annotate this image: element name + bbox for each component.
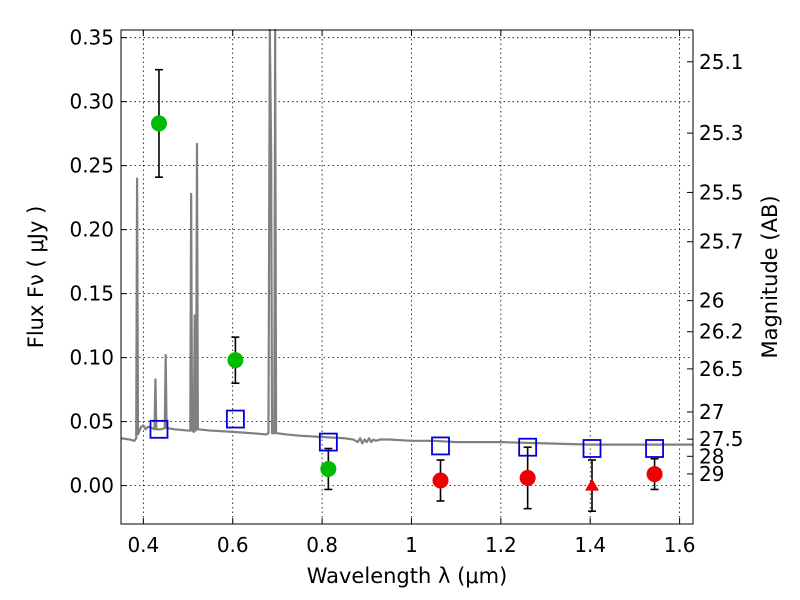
model-photometry-point	[645, 439, 664, 458]
detections-green-point	[320, 460, 337, 477]
detections-red-point	[432, 472, 449, 489]
y2-tick-label: 27	[699, 400, 724, 424]
x-tick-label: 0.6	[217, 533, 249, 557]
y-tick-label: 0.25	[69, 154, 114, 178]
x-tick-label: 0.8	[306, 533, 338, 557]
model-photometry-point	[225, 409, 245, 429]
model-photometry-point	[518, 437, 538, 457]
x-tick-label: 1.2	[485, 533, 517, 557]
grid	[121, 30, 693, 524]
y2-tick-label: 26.2	[699, 320, 744, 344]
y-tick-label: 0.05	[69, 410, 114, 434]
y-tick-label: 0.15	[69, 282, 114, 306]
axis-ticks: 0.4 0.6 0.8 1 1.2 1.4 1.6 0.00 0.05 0.10 0.15 0.20 0…	[69, 26, 743, 557]
y2-tick-label: 26.5	[699, 357, 744, 381]
detections-red-point	[646, 466, 663, 483]
upper-limit-red-point	[585, 478, 600, 491]
y-tick-label: 0.00	[69, 474, 114, 498]
plot-frame	[120, 29, 694, 525]
model-photometry-point	[431, 436, 450, 456]
y2-tick-label: 25.1	[699, 50, 744, 74]
y-axis-label: Flux Fν ( μJy )	[24, 206, 48, 349]
plot-background	[121, 30, 693, 524]
y2-tick-label: 28	[699, 444, 724, 468]
x-tick-label: 1	[405, 533, 418, 557]
x-tick-label: 0.4	[127, 533, 159, 557]
x-tick-label: 1.6	[664, 533, 696, 557]
sed-spectrum-line	[120, 28, 693, 446]
y2-tick-label: 29	[699, 462, 724, 486]
detections-red-point	[519, 469, 536, 486]
y-tick-label: 0.20	[69, 218, 114, 242]
y2-axis-label: Magnitude (AB)	[758, 195, 782, 358]
sed-spectrum	[120, 28, 693, 446]
detections-green-point	[227, 352, 244, 369]
y2-tick-label: 27.5	[699, 427, 744, 451]
y2-tick-label: 25.3	[699, 121, 744, 145]
y-tick-label: 0.35	[69, 26, 114, 50]
y2-tick-label: 26	[699, 289, 724, 313]
data-markers	[149, 68, 664, 513]
y-tick-label: 0.30	[69, 90, 114, 114]
model-photometry-point	[149, 419, 169, 439]
y2-tick-label: 25.5	[699, 180, 744, 204]
model-photometry-point	[318, 432, 338, 452]
y2-tick-label: 25.7	[699, 230, 744, 254]
model-photometry-point	[582, 439, 602, 458]
x-axis-label: Wavelength λ (μm)	[307, 564, 508, 588]
y-tick-label: 0.10	[69, 346, 114, 370]
x-tick-label: 1.4	[574, 533, 606, 557]
detections-green-point	[150, 115, 167, 132]
